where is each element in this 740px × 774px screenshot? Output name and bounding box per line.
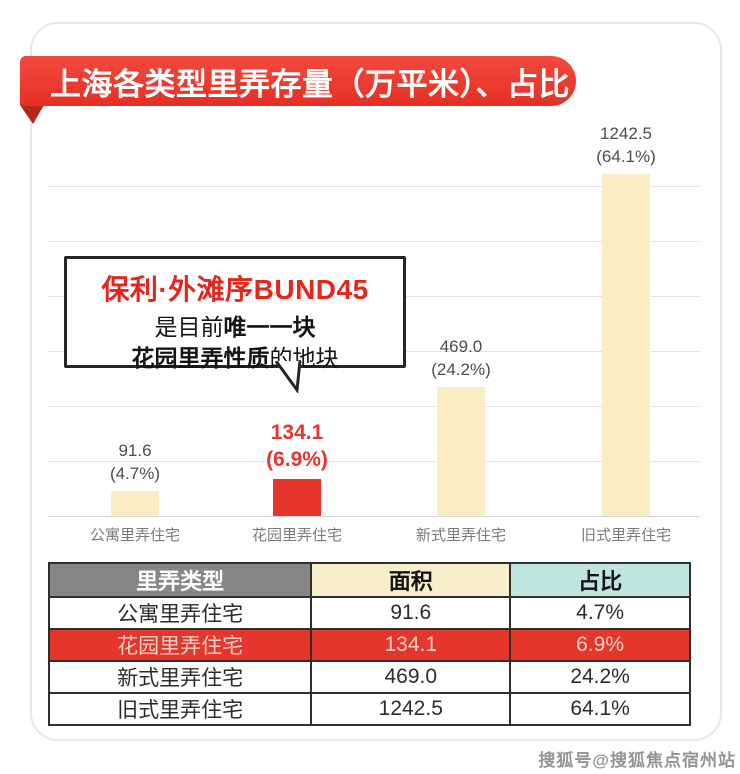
summary-table-wrap: 里弄类型 面积 占比 公寓里弄住宅 91.6 4.7% 花园里弄住宅 134.1 6.9%… [47, 562, 691, 726]
bar-value-text: 134.1 [270, 421, 324, 444]
bar-value-label: 91.6 (4.7%) [65, 439, 205, 485]
bar-value-label: 1242.5 (64.1%) [556, 122, 696, 168]
bar-percent-text: (6.9%) [266, 448, 328, 471]
gridline [48, 461, 700, 462]
cell-area: 134.1 [310, 628, 512, 662]
table-header-row: 里弄类型 面积 占比 [47, 562, 691, 598]
bar-value-text: 91.6 [118, 441, 152, 460]
callout-tail [274, 361, 302, 393]
bar-value-text: 469.0 [439, 337, 483, 356]
gridline [48, 406, 700, 407]
gridline [48, 186, 700, 187]
bar-value-label: 469.0 (24.2%) [391, 335, 531, 381]
category-label: 新式里弄住宅 [415, 527, 506, 544]
cell-share: 64.1% [509, 692, 691, 726]
table-row: 旧式里弄住宅 1242.5 64.1% [47, 692, 691, 726]
category-label: 旧式里弄住宅 [580, 527, 671, 544]
category-label: 公寓里弄住宅 [89, 527, 180, 544]
bar-value-label: 134.1 (6.9%) [227, 419, 367, 473]
callout-bubble: 保利·外滩序BUND45 是目前唯一一块 花园里弄性质的地块 [64, 256, 406, 393]
category-label: 花园里弄住宅 [251, 527, 342, 544]
cell-type: 公寓里弄住宅 [47, 596, 313, 630]
ribbon-fold-triangle [20, 105, 44, 124]
cell-area: 469.0 [310, 660, 512, 694]
cell-type: 旧式里弄住宅 [47, 692, 313, 726]
cell-share: 6.9% [509, 628, 691, 662]
gridline [48, 241, 700, 242]
table-row: 新式里弄住宅 469.0 24.2% [47, 660, 691, 694]
col-header-share: 占比 [509, 562, 691, 598]
bar-percent-text: (64.1%) [596, 147, 656, 166]
col-header-area: 面积 [310, 562, 512, 598]
cell-share: 4.7% [509, 596, 691, 630]
bar-percent-text: (24.2%) [431, 360, 491, 379]
bar-公寓里弄住宅 [111, 491, 159, 516]
table-body: 公寓里弄住宅 91.6 4.7% 花园里弄住宅 134.1 6.9% 新式里弄住宅 469.0… [47, 596, 691, 726]
cell-share: 24.2% [509, 660, 691, 694]
callout-line-2: 是目前唯一一块 [154, 314, 316, 340]
col-header-type: 里弄类型 [47, 562, 313, 598]
bar-chart-plot: 91.6 (4.7%) 公寓里弄住宅 134.1 (6.9%) 花园里弄住宅 469.0 (2… [48, 106, 700, 552]
bar-新式里弄住宅 [437, 387, 485, 516]
cell-type: 新式里弄住宅 [47, 660, 313, 694]
cell-area: 91.6 [310, 596, 512, 630]
bar-旧式里弄住宅 [602, 174, 650, 516]
page-title: 上海各类型里弄存量（万平米）、占比 [50, 66, 570, 102]
callout-line-3: 花园里弄性质的地块 [131, 345, 339, 371]
summary-table: 里弄类型 面积 占比 公寓里弄住宅 91.6 4.7% 花园里弄住宅 134.1 6.9%… [47, 562, 691, 726]
cell-type: 花园里弄住宅 [47, 628, 313, 662]
callout-title: 保利·外滩序BUND45 [101, 274, 369, 305]
table-row: 花园里弄住宅 134.1 6.9% [47, 628, 691, 662]
bar-花园里弄住宅 [273, 479, 321, 516]
title-banner: 上海各类型里弄存量（万平米）、占比 [20, 56, 576, 106]
x-axis-baseline [48, 516, 700, 517]
table-row: 公寓里弄住宅 91.6 4.7% [47, 596, 691, 630]
bar-percent-text: (4.7%) [109, 464, 161, 483]
watermark: 搜狐号@搜狐焦点宿州站 [538, 751, 736, 770]
cell-area: 1242.5 [310, 692, 512, 726]
bar-value-text: 1242.5 [600, 124, 652, 143]
